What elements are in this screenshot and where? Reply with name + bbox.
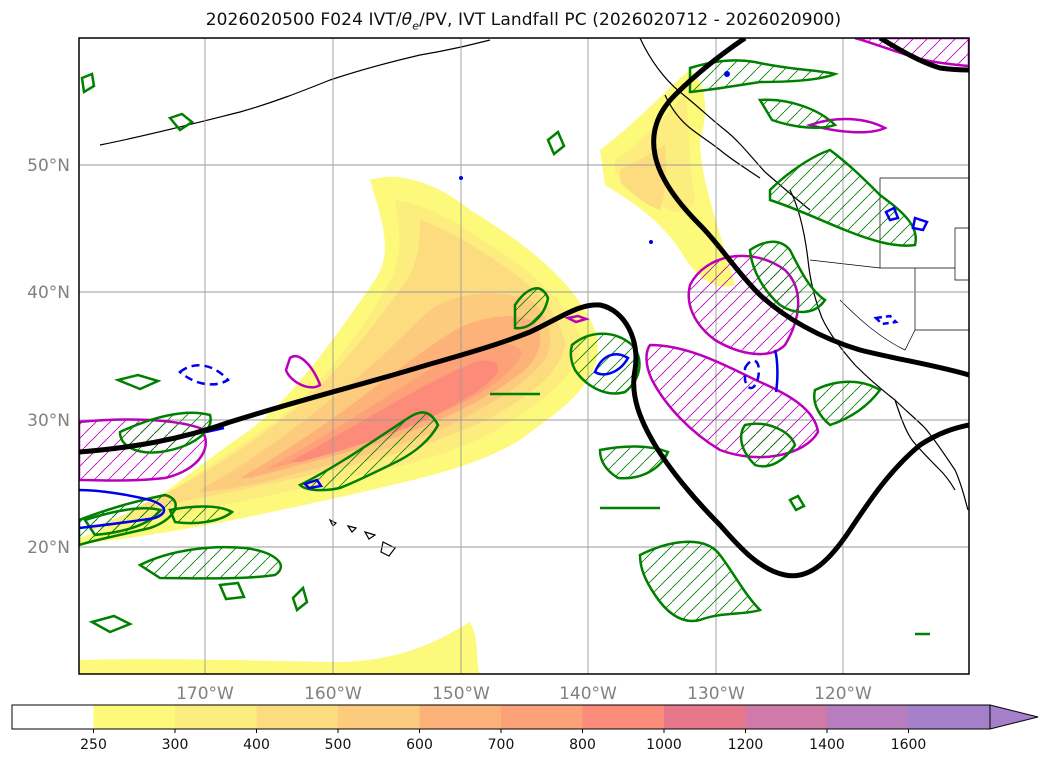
ivt-400-region (130, 220, 565, 512)
pv-contours (79, 59, 930, 636)
pv-south-mid (168, 505, 235, 525)
pv-line-3 (788, 494, 806, 512)
theta-e-small (284, 355, 322, 389)
pv-tiny-3 (80, 72, 96, 95)
ivt-250-south (79, 622, 480, 674)
colorbar-tick-label: 1000 (646, 737, 682, 753)
pv-tiny-4 (113, 373, 162, 391)
map-plot-area (79, 38, 969, 674)
blue-small-3 (873, 314, 899, 326)
title-suffix: /PV, IVT Landfall PC (2026020712 - 20260… (419, 10, 842, 30)
colorbar-tick-label: 700 (488, 737, 515, 753)
baja-california (894, 399, 956, 491)
blue-markers (459, 71, 730, 244)
pv-tiny-5 (88, 614, 134, 634)
pv-tiny-7 (291, 585, 309, 613)
blue-140w (593, 353, 630, 376)
pv-tiny-1 (546, 129, 566, 157)
pv-mid-40n (513, 287, 550, 330)
pv-washington (768, 148, 918, 247)
colorbar-segment (501, 705, 583, 729)
colorbar: 250 300 400 500 600 700 800 1000 1200 1400 1600 (11, 704, 1039, 753)
pv-bc-north (688, 59, 839, 94)
colorbar-tick-label: 400 (243, 737, 270, 753)
pv-tiny-2 (167, 112, 195, 132)
colorbar-segment (93, 705, 176, 729)
blue-west-band (79, 488, 166, 530)
colorbar-segment (582, 705, 665, 729)
pv-central-band (297, 411, 440, 492)
bc-coast (664, 94, 761, 179)
blue-marker-2 (649, 240, 653, 244)
colorbar-segment (908, 705, 991, 729)
us-west-coast (789, 189, 969, 511)
lon-label-170w: 170°W (176, 684, 234, 704)
title-prefix: 2026020500 F024 IVT/ (205, 10, 402, 30)
blue-dashed-west (178, 364, 230, 386)
colorbar-segment (745, 705, 828, 729)
state-border-6 (839, 299, 916, 351)
colorbar-tick-label: 1600 (891, 737, 927, 753)
pv-bc (757, 98, 838, 129)
pv-baja (813, 380, 882, 427)
pv-southeast-small (739, 422, 797, 468)
blue-marker-3 (459, 176, 463, 180)
negative-contours (79, 206, 929, 530)
longitude-labels: 170°W 160°W 150°W 140°W 130°W 120°W (176, 684, 872, 704)
colorbar-tick-label: 800 (569, 737, 596, 753)
colorbar-segment (256, 705, 339, 729)
theta-e-dot (564, 314, 590, 324)
lon-label-150w: 150°W (432, 684, 490, 704)
map-title: 2026020500 F024 IVT/θe/PV, IVT Landfall … (0, 10, 1047, 32)
pv-oregon (748, 240, 827, 314)
hawaii-islands (328, 518, 396, 557)
lat-label-50n: 50°N (27, 156, 70, 176)
lon-label-140w: 140°W (559, 684, 617, 704)
colorbar-segment (338, 705, 420, 729)
lon-label-120w: 120°W (814, 684, 872, 704)
colorbar-segment (419, 705, 502, 729)
colorbar-tick-label: 600 (406, 737, 433, 753)
pv-hump-140w (569, 332, 641, 395)
blue-small-2 (884, 206, 929, 232)
blue-small-1 (302, 478, 324, 490)
pv-south-center (598, 445, 670, 480)
lat-label-40n: 40°N (27, 283, 70, 303)
pv-tiny-6 (218, 581, 246, 601)
black-north-east (878, 38, 969, 73)
composite-lines (79, 38, 969, 579)
pv-southeast-hump (638, 540, 763, 623)
lon-label-130w: 130°W (687, 684, 745, 704)
colorbar-segment (12, 705, 94, 729)
lon-label-160w: 160°W (304, 684, 362, 704)
colorbar-tick-label: 300 (162, 737, 189, 753)
lat-label-20n: 20°N (27, 538, 70, 558)
colorbar-segment (175, 705, 257, 729)
colorbar-tick-label: 1400 (809, 737, 845, 753)
black-north-line (651, 38, 969, 378)
state-border-3 (954, 227, 969, 268)
colorbar-tick-label: 1200 (728, 737, 764, 753)
title-theta-subscript: e (412, 19, 420, 33)
blue-california (773, 349, 779, 393)
colorbar-tick-label: 250 (80, 737, 107, 753)
colorbar-extension-arrow (989, 704, 1039, 730)
pv-southwest (137, 545, 282, 580)
colorbar-segment (664, 705, 746, 729)
state-border-5 (809, 259, 881, 269)
blue-dashed-2 (743, 359, 761, 390)
colorbar-segment (827, 705, 909, 729)
ivt-800-region (290, 360, 499, 462)
graticule (79, 38, 969, 674)
latitude-labels: 50°N 40°N 30°N 20°N (27, 156, 70, 558)
lat-label-30n: 30°N (27, 411, 70, 431)
colorbar-tick-label: 500 (325, 737, 352, 753)
title-theta: θ (401, 10, 413, 30)
black-main-line (79, 302, 969, 579)
blue-marker-1 (724, 71, 730, 77)
map-frame (78, 37, 970, 675)
